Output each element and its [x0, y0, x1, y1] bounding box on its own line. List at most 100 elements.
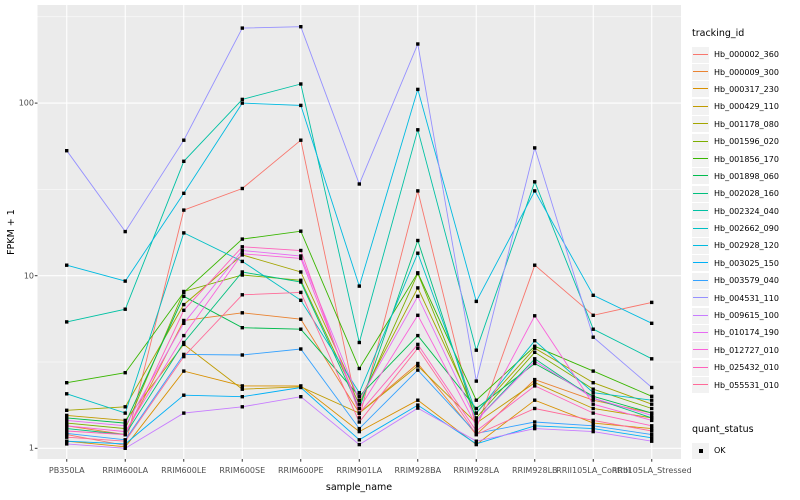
legend-line-icon: [693, 279, 708, 281]
legend-item-Hb_000429_110: Hb_000429_110: [692, 98, 800, 115]
data-point: [474, 418, 478, 423]
legend-item-label: OK: [714, 446, 726, 456]
data-point: [357, 429, 361, 434]
legend-key-swatch: [692, 133, 709, 150]
x-tick-label-RRIM600PE: RRIM600PE: [277, 466, 324, 475]
data-point: [591, 426, 595, 431]
data-point: [65, 424, 69, 428]
x-tick-label-RRIM600SE: RRIM600SE: [219, 466, 266, 475]
legend-item-label: Hb_002324_040: [714, 206, 779, 216]
data-point: [182, 354, 186, 359]
data-point: [533, 381, 537, 385]
x-tick-label-RRII105LA_Control: RRII105LA_Control: [556, 466, 631, 475]
legend-item-label: Hb_025432_010: [714, 363, 779, 373]
tracking-id-legend: tracking_id Hb_000002_360 Hb_000009_300 Hb…: [692, 28, 800, 394]
legend-line-icon: [693, 314, 708, 316]
data-point: [533, 189, 537, 193]
data-point: [591, 424, 595, 428]
quant-status-key: [692, 442, 709, 459]
legend-key-swatch: [692, 220, 709, 237]
data-point: [123, 411, 127, 415]
data-point: [357, 420, 361, 424]
data-point: [474, 348, 478, 352]
legend-line-icon: [693, 158, 708, 160]
data-point: [416, 406, 420, 410]
data-point: [182, 369, 186, 373]
data-point: [299, 270, 303, 274]
legend-key-swatch: [692, 307, 709, 324]
legend-line-icon: [693, 262, 708, 264]
data-point: [591, 387, 595, 391]
data-point: [240, 353, 244, 357]
legend-item-label: Hb_002662_090: [714, 224, 779, 234]
data-point: [65, 418, 69, 423]
data-point: [591, 335, 595, 339]
data-point: [533, 424, 537, 428]
data-point: [357, 340, 361, 345]
quant-status-legend: quant_status OK: [692, 424, 800, 459]
legend-item-label: Hb_010174_190: [714, 328, 779, 338]
data-point: [357, 182, 361, 186]
legend-key-swatch: [692, 185, 709, 202]
data-point: [182, 302, 186, 307]
data-point: [240, 326, 244, 330]
data-point: [240, 259, 244, 264]
data-point: [533, 180, 537, 184]
data-point: [357, 284, 361, 288]
x-tick-label-RRIM928LA: RRIM928LA: [453, 466, 500, 475]
legend-key-swatch: [692, 81, 709, 98]
legend-item-Hb_002662_090: Hb_002662_090: [692, 220, 800, 237]
data-point: [65, 320, 69, 324]
legend-item-Hb_002928_120: Hb_002928_120: [692, 237, 800, 254]
legend-item-label: Hb_000009_300: [714, 67, 779, 77]
data-point: [533, 146, 537, 150]
data-point: [416, 403, 420, 407]
legend-line-icon: [693, 71, 708, 73]
data-point: [591, 369, 595, 373]
data-point: [299, 25, 303, 29]
legend-line-icon: [693, 384, 708, 386]
data-point: [416, 271, 420, 275]
data-point: [65, 442, 69, 446]
legend-item-label: Hb_003579_040: [714, 276, 779, 286]
data-point: [650, 300, 654, 305]
legend-key-swatch: [692, 324, 709, 341]
data-point: [123, 439, 127, 443]
legend-item-Hb_055531_010: Hb_055531_010: [692, 376, 800, 394]
legend-item-label: Hb_002928_120: [714, 241, 779, 251]
data-point: [650, 321, 654, 325]
data-point: [474, 424, 478, 428]
data-point: [650, 436, 654, 440]
data-point: [182, 231, 186, 235]
data-point: [123, 371, 127, 375]
data-point: [299, 256, 303, 261]
data-point: [299, 290, 303, 295]
x-tick-label-RRIM928LB: RRIM928LB: [511, 466, 558, 475]
data-point: [182, 393, 186, 397]
data-point: [416, 333, 420, 338]
data-point: [182, 290, 186, 295]
legend-line-icon: [693, 297, 708, 299]
legend-item-Hb_004531_110: Hb_004531_110: [692, 289, 800, 307]
data-point: [357, 391, 361, 395]
data-point: [240, 26, 244, 30]
legend-line-icon: [693, 366, 708, 368]
data-point: [65, 413, 69, 418]
data-point: [474, 442, 478, 446]
data-point: [240, 384, 244, 388]
legend-item-label: Hb_004531_110: [714, 293, 779, 303]
data-point: [240, 395, 244, 399]
data-point: [299, 229, 303, 233]
data-point: [65, 426, 69, 431]
data-point: [591, 402, 595, 406]
legend-key-swatch: [692, 98, 709, 115]
data-point: [416, 251, 420, 255]
legend-item-Hb_003579_040: Hb_003579_040: [692, 272, 800, 289]
legend-item-label: Hb_012727_010: [714, 345, 779, 355]
legend-line-icon: [693, 331, 708, 333]
legend-key-swatch: [692, 342, 709, 359]
legend-item-Hb_010174_190: Hb_010174_190: [692, 324, 800, 341]
data-point: [650, 426, 654, 431]
data-point: [123, 446, 127, 450]
legend-item-ok: OK: [692, 442, 800, 459]
